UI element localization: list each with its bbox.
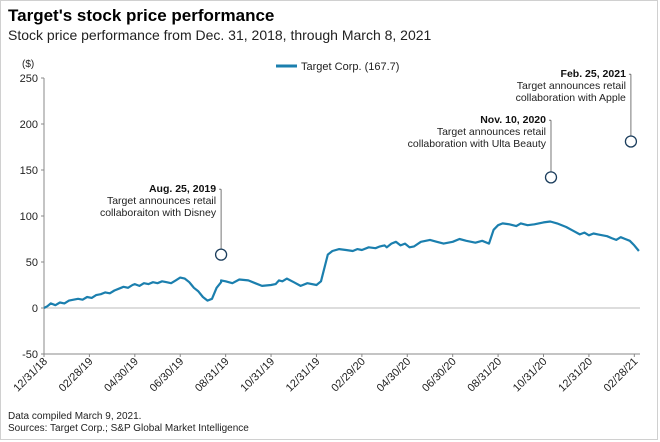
y-tick-label: 200 [20,119,38,131]
footer-sources: Sources: Target Corp.; S&P Global Market… [8,423,249,434]
annotation-date: Aug. 25, 2019 [149,183,216,195]
annotation-text-line2: collaboration with Ulta Beauty [408,138,547,150]
annotation-text-line1: Target announces retail [437,126,546,138]
x-tick-label: 04/30/20 [375,356,414,395]
annotation-text-line2: collaboraiton with Disney [100,207,217,219]
y-tick-label: 100 [20,211,38,223]
legend-label: Target Corp. (167.7) [301,61,399,73]
x-axis: 12/31/18 02/28/19 04/30/19 06/30/19 08/31/19… [11,353,641,395]
annotation-marker [624,135,638,148]
x-tick-label: 02/28/21 [602,356,641,395]
y-tick-label: 250 [20,73,38,85]
x-tick-label: 08/31/20 [465,356,504,395]
annotation-marker [214,248,228,261]
x-tick-label: 02/29/20 [329,356,368,395]
x-tick-label: 06/30/19 [148,356,187,395]
y-tick-label: 50 [26,257,38,269]
footer-note: Data compiled March 9, 2021. [8,411,142,422]
x-tick-label: 04/30/19 [102,356,141,395]
annotation-text-line2: collaboration with Apple [516,92,626,104]
x-tick-label: 02/28/19 [57,356,96,395]
x-tick-label: 12/31/18 [11,356,50,395]
annotation-text-line1: Target announces retail [517,80,626,92]
annotation-date: Nov. 10, 2020 [480,114,546,126]
y-tick-label: -50 [22,349,38,361]
annotation-date: Feb. 25, 2021 [561,68,627,80]
x-tick-label: 06/30/20 [420,356,459,395]
x-tick-label: 12/31/20 [556,356,595,395]
y-tick-label: 150 [20,165,38,177]
annotation-marker [544,171,558,184]
y-tick-label: 0 [32,303,38,315]
x-tick-label: 08/31/19 [193,356,232,395]
x-tick-label: 12/31/19 [284,356,323,395]
series-layer [43,220,640,309]
chart-subtitle: Stock price performance from Dec. 31, 20… [8,27,432,43]
y-axis: ($) -50 0 50 100 150 200 250 [20,59,640,361]
chart-title: Target's stock price performance [8,6,275,25]
annotation-text-line1: Target announces retail [107,195,216,207]
y-axis-label: ($) [22,59,34,70]
x-tick-label: 10/31/19 [238,356,277,395]
series-line-target-corp [43,220,640,309]
x-tick-label: 10/31/20 [511,356,550,395]
legend: Target Corp. (167.7) [276,61,399,73]
